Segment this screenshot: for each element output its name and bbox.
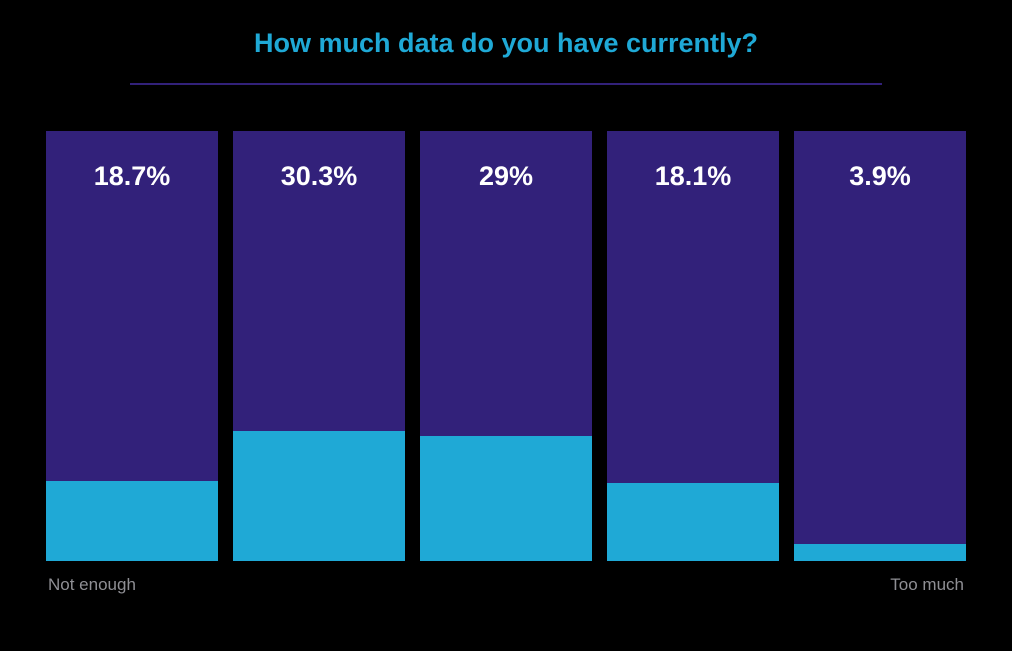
bar-5-label: 3.9% (794, 161, 966, 192)
bar-4: 18.1% (607, 131, 779, 561)
bar-1-bottom (46, 481, 218, 561)
bar-5-bottom (794, 544, 966, 561)
bar-2-bottom (233, 431, 405, 561)
bar-3-label: 29% (420, 161, 592, 192)
axis-labels: Not enough Too much (40, 561, 972, 595)
title-divider (130, 83, 882, 85)
bar-chart: 18.7% 30.3% 29% 18.1% 3.9% (40, 131, 972, 561)
bar-1-label: 18.7% (46, 161, 218, 192)
bar-1-top: 18.7% (46, 131, 218, 481)
bar-2-top: 30.3% (233, 131, 405, 431)
bar-2-label: 30.3% (233, 161, 405, 192)
bar-4-bottom (607, 483, 779, 561)
bar-5: 3.9% (794, 131, 966, 561)
axis-label-left: Not enough (48, 575, 136, 595)
bar-1: 18.7% (46, 131, 218, 561)
bar-3: 29% (420, 131, 592, 561)
bar-3-bottom (420, 436, 592, 561)
bar-3-top: 29% (420, 131, 592, 436)
chart-container: How much data do you have currently? 18.… (0, 0, 1012, 651)
axis-label-right: Too much (890, 575, 964, 595)
chart-title: How much data do you have currently? (40, 28, 972, 59)
bar-4-top: 18.1% (607, 131, 779, 483)
bar-5-top: 3.9% (794, 131, 966, 544)
bar-4-label: 18.1% (607, 161, 779, 192)
bar-2: 30.3% (233, 131, 405, 561)
